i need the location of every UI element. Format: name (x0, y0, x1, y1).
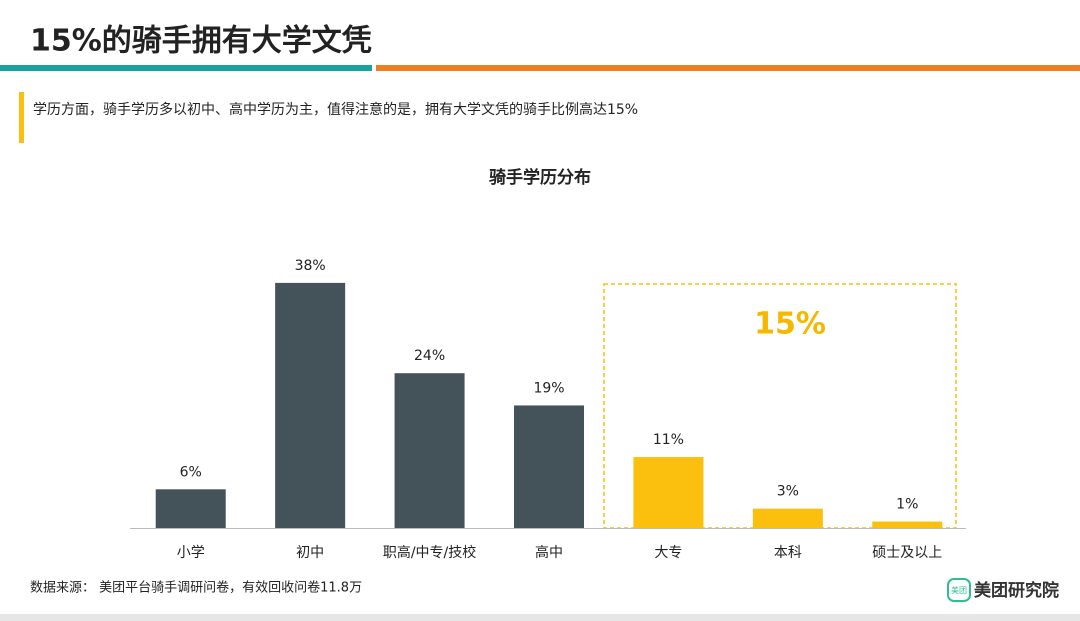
title-rule-orange (376, 65, 1080, 71)
bar (633, 457, 704, 528)
value-label: 1% (896, 497, 918, 513)
value-label: 6% (180, 464, 202, 480)
x-tick-label: 本科 (774, 545, 802, 561)
value-label: 19% (533, 380, 564, 396)
x-tick-label: 小学 (177, 545, 205, 561)
highlight-annotation: 15% (754, 307, 826, 342)
bar (872, 521, 943, 528)
bar (752, 508, 823, 528)
chart-title: 骑手学历分布 (489, 167, 591, 188)
x-tick-label: 初中 (296, 544, 324, 561)
bottom-edge (0, 614, 1080, 621)
source-note: 数据来源： 美团平台骑手调研问卷，有效回收问卷11.8万 (30, 580, 362, 596)
bar (275, 282, 346, 528)
value-label: 38% (295, 258, 326, 274)
value-label: 3% (777, 484, 799, 500)
title-rule-teal (0, 65, 372, 71)
value-label: 24% (414, 348, 445, 364)
logo-icon (947, 578, 971, 602)
subtitle: 学历方面，骑手学历多以初中、高中学历为主，值得注意的是，拥有大学文凭的骑手比例高… (33, 101, 638, 118)
bar (155, 489, 226, 528)
x-tick-label: 大专 (654, 545, 682, 561)
x-tick-label: 职高/中专/技校 (383, 544, 476, 561)
slide-title: 15%的骑手拥有大学文凭 (30, 24, 372, 59)
bar (514, 405, 584, 528)
x-tick-label: 硕士及以上 (872, 545, 942, 561)
value-label: 11% (653, 432, 684, 448)
logo-text: 美团研究院 (974, 580, 1059, 601)
x-tick-label: 高中 (535, 544, 563, 561)
bar (394, 373, 465, 528)
logo-icon-text: 美团 (951, 585, 967, 595)
subtitle-marker (19, 92, 24, 143)
